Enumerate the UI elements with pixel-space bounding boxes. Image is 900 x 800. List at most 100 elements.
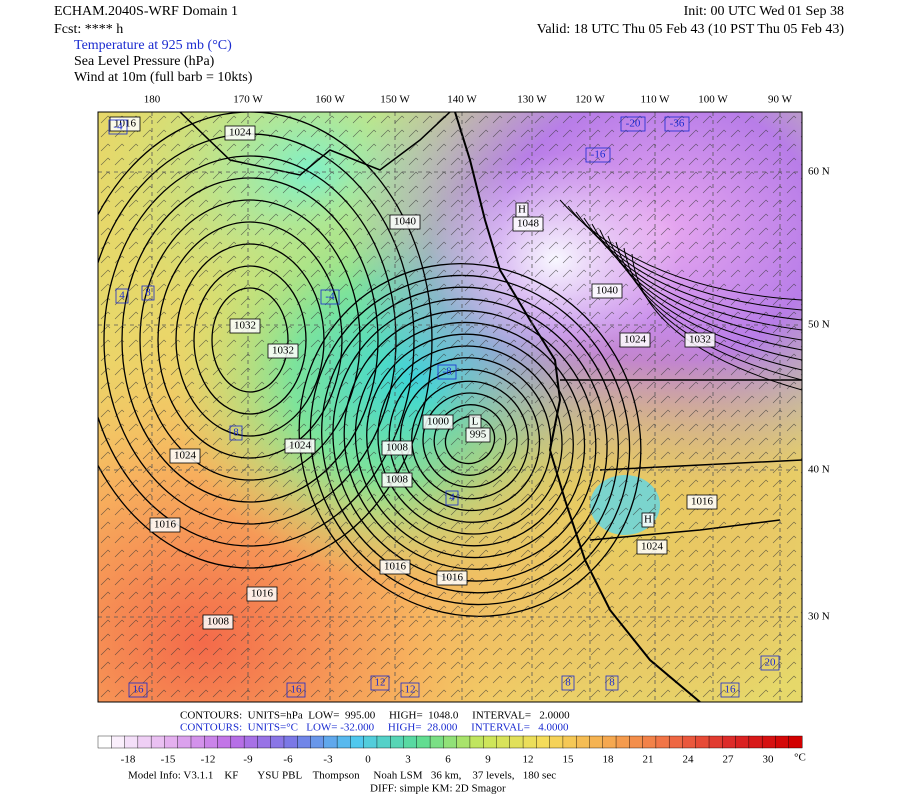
colorbar-swatch [722, 735, 737, 749]
colorbar-label: -3 [323, 754, 333, 766]
colorbar-swatch [429, 735, 444, 749]
isobar [321, 286, 619, 594]
label-box [591, 283, 623, 299]
colorbar-swatch [642, 735, 657, 749]
pressure-label: 1032 [234, 320, 256, 332]
isobar [103, 155, 397, 525]
colorbar-label: 3 [405, 754, 411, 766]
temperature-label: 12 [375, 677, 386, 689]
colorbar-swatch [522, 735, 537, 749]
colorbar-swatch [589, 735, 604, 749]
isobar [607, 235, 802, 361]
colorbar-swatch [735, 735, 750, 749]
colorbar-swatch [509, 735, 524, 749]
pressure-label: 1024 [229, 127, 252, 139]
model-info: Model Info: V3.1.1 KF YSU PBL Thompson N… [128, 770, 556, 782]
label-box [370, 675, 390, 691]
colorbar-swatch [297, 735, 312, 749]
pressure-label: 1048 [517, 218, 540, 230]
map-field: 1016 1024 1040 H 1048 1040 1032 1032 1024 1032 102… [98, 112, 802, 702]
label-box [284, 438, 316, 454]
colorbar-swatch [708, 735, 723, 749]
label-box [620, 116, 646, 132]
isobar [354, 321, 586, 559]
colorbar-label: 12 [523, 754, 534, 766]
colorbar-swatch [775, 735, 790, 749]
label-box [664, 116, 690, 132]
title: ECHAM.2040S-WRF Domain 1 [54, 4, 238, 19]
map-frame [97, 111, 803, 703]
field-wind: Wind at 10m (full barb = 10kts) [74, 70, 253, 85]
longitude-label: 120 W [575, 94, 605, 106]
colorbar-swatch [602, 735, 617, 749]
latitude-label: 40 N [808, 464, 830, 476]
label-box [400, 682, 420, 698]
label-box [141, 285, 155, 301]
isobar [332, 298, 608, 582]
label-box [389, 214, 421, 230]
colorbar-swatch [629, 735, 644, 749]
temperature-label: -20 [626, 118, 641, 130]
isobar [599, 229, 802, 351]
pressure-label: L [472, 416, 479, 428]
longitude-label: 170 W [233, 94, 263, 106]
label-box [636, 539, 668, 555]
pressure-label: 1016 [441, 572, 464, 584]
temperature-label: -36 [670, 118, 685, 130]
label-box [115, 288, 129, 304]
colorbar-label: 18 [603, 754, 615, 766]
latitude-label: 60 N [808, 166, 830, 178]
pressure-label: 1040 [394, 216, 417, 228]
temperature-label: 4 [119, 290, 125, 302]
colorbar-swatch [443, 735, 458, 749]
isobar [211, 287, 289, 393]
colorbar-swatch [243, 735, 258, 749]
isobar [175, 243, 325, 437]
isobar [139, 199, 361, 481]
label-box [561, 675, 575, 691]
label-box [267, 343, 299, 359]
temperature-label: 16 [133, 684, 145, 696]
colorbar-unit: °C [794, 752, 806, 764]
colorbar-swatch [323, 735, 338, 749]
contour-info: CONTOURS: UNITS=°C LOW= -32.000 HIGH= 28… [180, 722, 569, 734]
longitude-label: 140 W [447, 94, 477, 106]
label-box [128, 682, 148, 698]
isobar [631, 253, 802, 391]
pressure-label: 1024 [624, 334, 647, 346]
field-temperature: Temperature at 925 mb (°C) [74, 38, 232, 53]
pressure-label: 1016 [691, 496, 714, 508]
latitude-label: 30 N [808, 611, 830, 623]
label-box [437, 364, 457, 380]
colorbar-swatch [350, 735, 365, 749]
pressure-label: H [518, 204, 526, 216]
pressure-label: 1040 [596, 285, 619, 297]
colorbar-swatch [575, 735, 590, 749]
isobar [422, 392, 518, 488]
pressure-label: 1008 [386, 474, 409, 486]
colorbar-swatch [283, 735, 298, 749]
colorbar-swatch [416, 735, 431, 749]
contour-info: CONTOURS: UNITS=hPa LOW= 995.00 HIGH= 10… [180, 710, 570, 722]
colorbar-swatch [124, 735, 139, 749]
label-box [512, 216, 544, 232]
longitude-label: 150 W [380, 94, 410, 106]
colorbar-swatch [270, 735, 285, 749]
colorbar-swatch [190, 735, 205, 749]
pressure-label: 1008 [386, 442, 409, 454]
colorbar-swatch [177, 735, 192, 749]
isobar [623, 247, 802, 381]
colorbar-swatch [682, 735, 697, 749]
label-box [465, 427, 491, 443]
colorbar-swatch [469, 735, 484, 749]
temperature-label: 8 [565, 677, 571, 689]
colorbar-swatch [549, 735, 564, 749]
isobar [157, 221, 343, 459]
isobar [411, 380, 529, 500]
colorbar-swatch [204, 735, 219, 749]
colorbar-swatch [111, 735, 126, 749]
label-box [109, 116, 141, 132]
pressure-label: 1016 [154, 519, 177, 531]
label-box [149, 517, 181, 533]
colorbar-swatch [761, 735, 776, 749]
